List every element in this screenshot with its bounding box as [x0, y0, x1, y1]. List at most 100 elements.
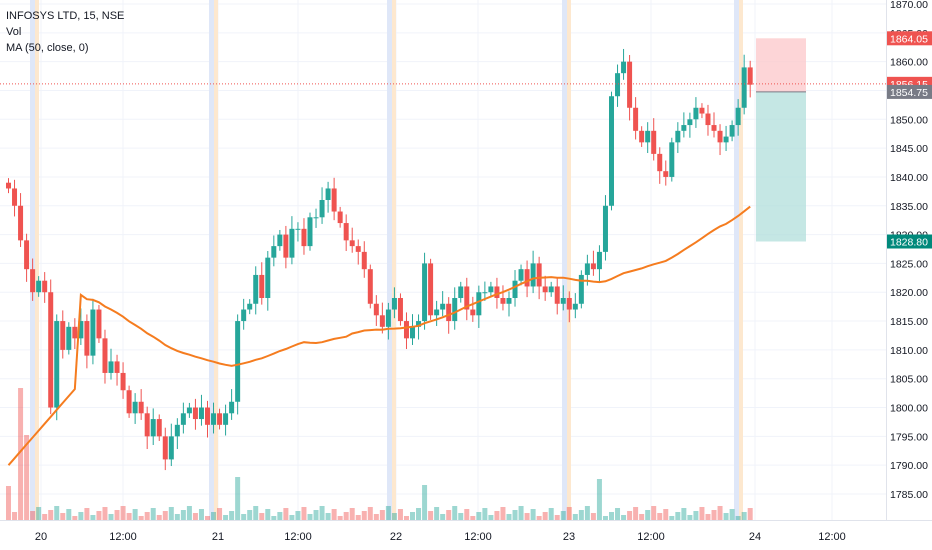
- candle-body: [265, 257, 271, 298]
- volume-bar: [96, 511, 102, 520]
- candle-body: [681, 125, 687, 131]
- candle-body: [530, 263, 536, 287]
- candle-body: [735, 107, 741, 126]
- volume-legend[interactable]: Vol: [6, 26, 22, 38]
- candle-body: [36, 280, 42, 293]
- candle-body: [633, 107, 639, 131]
- candle-body: [711, 125, 717, 131]
- time-tick-label: 23: [563, 531, 575, 543]
- volume-bar: [554, 515, 560, 520]
- candle-body: [639, 130, 645, 143]
- candle-body: [397, 298, 403, 322]
- volume-bar: [379, 510, 385, 520]
- candle-body: [168, 436, 174, 460]
- volume-bar: [536, 516, 542, 520]
- candle-body: [331, 188, 337, 212]
- candle-body: [90, 309, 96, 356]
- price-label-stop: [887, 31, 932, 46]
- price-tick-label: 1825.00: [890, 258, 928, 270]
- volume-bar: [223, 515, 229, 520]
- candle-body: [687, 119, 693, 126]
- candle-body: [132, 401, 138, 414]
- candle-body: [512, 280, 518, 298]
- volume-bar: [331, 509, 337, 520]
- session-band-orange: [567, 0, 571, 520]
- volume-bar: [397, 509, 403, 520]
- volume-bar: [319, 506, 325, 520]
- candle-body: [578, 274, 584, 304]
- time-axis[interactable]: 20 12:00 21 12:00 22 12:00 23 12:00 24 12:00: [0, 520, 932, 544]
- candle-body: [506, 298, 512, 304]
- candle-body: [223, 413, 229, 425]
- volume-bar: [717, 506, 723, 520]
- candle-body: [301, 228, 307, 247]
- volume-bar: [12, 512, 18, 520]
- price-tick-label: 1845.00: [890, 143, 928, 155]
- volume-bar: [488, 515, 494, 520]
- candle-body: [669, 142, 675, 177]
- price-tick-label: 1850.00: [890, 114, 928, 126]
- volume-bar: [500, 507, 506, 520]
- candle-body: [108, 361, 114, 373]
- candle-body: [494, 286, 500, 298]
- volume-bar: [283, 508, 289, 520]
- volume-bar: [416, 508, 422, 520]
- candle-body: [651, 130, 657, 154]
- volume-bar: [265, 509, 271, 520]
- volume-bar: [6, 486, 11, 520]
- volume-bar: [162, 511, 168, 520]
- session-band-blue: [209, 0, 214, 520]
- short-position-tool[interactable]: [756, 38, 806, 242]
- candle-body: [464, 286, 470, 310]
- candle-body: [379, 315, 385, 327]
- candle-body: [96, 309, 102, 339]
- ma-legend[interactable]: MA (50, close, 0): [6, 42, 89, 54]
- volume-bar: [627, 511, 633, 520]
- volume-bar: [747, 508, 753, 520]
- candle-body: [162, 436, 168, 460]
- candle-body: [500, 298, 506, 304]
- take-profit-zone: [756, 91, 806, 242]
- volume-bar: [36, 507, 42, 520]
- candle-body: [337, 211, 343, 224]
- volume-bar: [30, 511, 36, 520]
- volume-bar: [518, 506, 524, 520]
- volume-bar: [235, 477, 241, 520]
- candle-body: [186, 407, 192, 414]
- volume-bar: [48, 510, 54, 520]
- volume-bar: [578, 510, 584, 520]
- candle-body: [717, 130, 723, 143]
- price-tick-label: 1870.00: [890, 0, 928, 11]
- volume-bar: [651, 506, 657, 520]
- volume-bar: [108, 514, 114, 520]
- candle-body: [747, 67, 753, 85]
- candle-body: [156, 419, 162, 437]
- price-axis[interactable]: 1870.001865.001860.001855.001850.001845.…: [886, 0, 932, 520]
- price-tick-label: 1785.00: [890, 489, 928, 501]
- volume-bar: [349, 508, 355, 520]
- chart-legend: INFOSYS LTD, 15, NSE Vol MA (50, close, …: [6, 8, 124, 56]
- volume-bar: [168, 507, 174, 520]
- volume-bar: [174, 514, 180, 520]
- volume-bar: [90, 515, 96, 520]
- volume-bar: [241, 514, 247, 520]
- symbol-title[interactable]: INFOSYS LTD, 15, NSE: [6, 10, 125, 22]
- candle-body: [458, 286, 464, 298]
- volume-bar: [78, 512, 84, 520]
- candle-body: [428, 263, 434, 316]
- volume-bar: [566, 507, 572, 520]
- candle-body: [313, 217, 319, 219]
- session-break-bands: [30, 0, 743, 520]
- candle-body: [102, 338, 108, 373]
- volume-bar: [247, 510, 253, 520]
- grid-lines: [0, 0, 886, 520]
- price-tick-label: 1795.00: [890, 431, 928, 443]
- volume-bar: [699, 507, 705, 520]
- candle-body: [289, 228, 295, 258]
- price-tick-label: 1840.00: [890, 172, 928, 184]
- time-tick-label: 12:00: [109, 531, 137, 543]
- candle-body: [319, 200, 325, 218]
- candle-body: [174, 424, 180, 437]
- volume-bar: [512, 510, 518, 520]
